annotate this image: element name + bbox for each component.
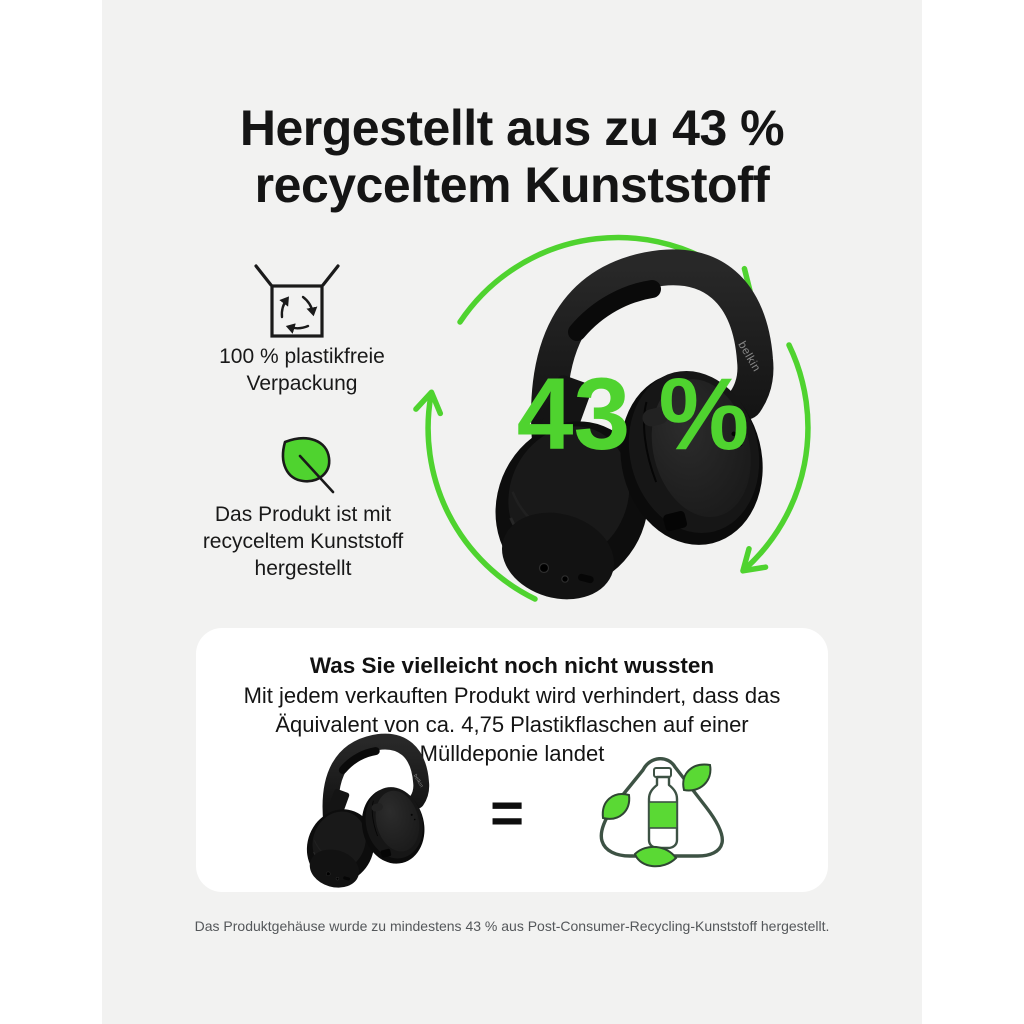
footer-disclaimer: Das Produktgehäuse wurde zu mindestens 4… — [194, 918, 830, 934]
info-card: Was Sie vielleicht noch nicht wussten Mi… — [196, 628, 828, 892]
page-title-line-2: recyceltem Kunststoff — [254, 157, 770, 213]
recycled-plastic-label: Das Produkt ist mit recyceltem Kunststof… — [202, 503, 404, 580]
info-card-body: Mit jedem verkauften Produkt wird verhin… — [243, 683, 781, 766]
equals-sign: = — [490, 781, 524, 846]
page-title-line-1: Hergestellt aus zu 43 % — [239, 100, 785, 156]
info-card-heading: Was Sie vielleicht noch nicht wussten — [309, 653, 715, 678]
plastic-free-packaging-label: 100 % plastikfreie Verpackung — [219, 345, 385, 395]
page-title: Hergestellt aus zu 43 % recyceltem Kunst… — [102, 100, 922, 214]
